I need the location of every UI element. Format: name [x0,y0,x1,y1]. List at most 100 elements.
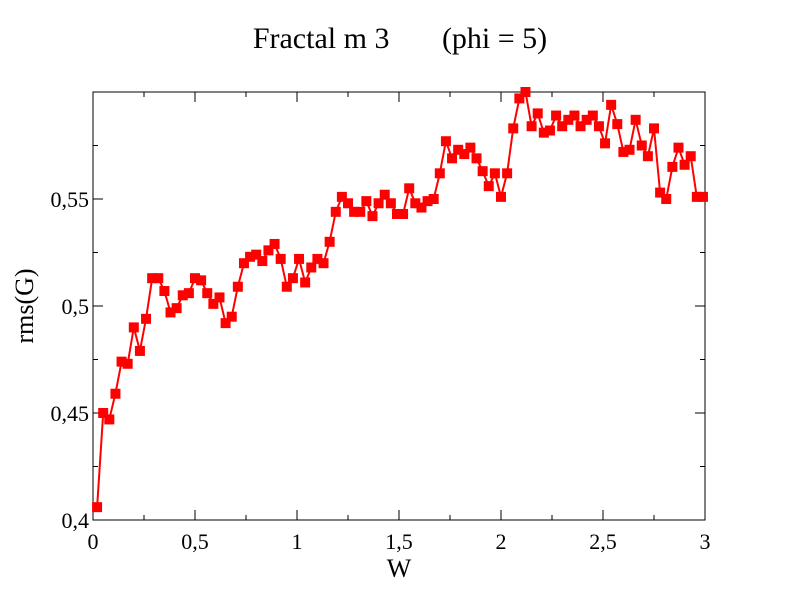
data-point [447,153,458,164]
data-point [385,198,396,209]
y-tick-label: 0,45 [51,401,90,426]
data-point [324,236,335,247]
data-point [343,198,353,209]
data-point [679,159,690,170]
data-point [428,194,439,204]
x-tick-label: 0 [88,529,99,554]
data-point [569,110,580,121]
data-point [600,138,611,149]
data-point [171,303,182,314]
data-point [190,273,200,284]
data-point [691,191,702,202]
data-point [667,161,678,172]
data-point [355,206,366,217]
data-point [606,99,617,110]
data-point [196,275,207,286]
data-point [593,121,604,132]
data-point [98,408,109,418]
data-point [422,196,433,207]
data-point [238,258,249,269]
data-point [526,121,537,132]
data-point [245,251,256,262]
data-point [502,168,513,179]
data-point [538,127,549,138]
data-point [183,288,194,299]
data-point [618,146,629,157]
axis-tick-labels: 0 0,5 1 1,5 2 2,5 3 0,4 0,45 0,5 0,55 [51,187,711,554]
data-point [624,144,635,155]
data-point [379,189,390,200]
chart-title: Fractal m 3 (phi = 5) [253,22,547,55]
data-point [685,151,696,162]
data-point [367,211,378,222]
data-point [655,187,666,198]
data-point [208,298,219,309]
data-point [312,253,323,264]
data-point [398,208,409,219]
data-point [251,249,262,260]
x-tick-label: 3 [700,529,711,554]
data-point [416,202,427,213]
data-point [336,191,347,202]
data-point [471,153,482,164]
data-point [453,144,464,155]
x-axis-label: W [387,554,412,583]
y-tick-label: 0,55 [51,187,90,212]
data-point [318,258,329,269]
data-point [410,198,421,209]
data-point [116,356,127,367]
data-point [134,345,145,356]
data-point [551,110,562,121]
data-point [697,191,708,202]
data-point [434,168,445,179]
data-point [440,136,451,147]
data-point [459,149,470,160]
data-point [177,290,188,301]
data-point [153,273,164,284]
data-point [104,414,115,425]
data-point [520,87,531,97]
y-axis-label: rms(G) [10,268,39,343]
data-point [612,119,623,130]
data-point [477,166,488,177]
series-points-group [92,87,708,513]
data-point [514,93,525,104]
data-point [202,288,213,299]
data-point [489,168,500,179]
data-point [508,123,519,134]
data-point [587,110,598,121]
data-point [649,123,659,134]
data-point [581,114,592,125]
data-point [300,277,311,288]
data-point [349,206,360,217]
data-point [673,142,684,153]
data-point [661,194,672,204]
data-point [92,502,103,513]
data-point [141,313,152,324]
x-tick-label: 0,5 [181,529,209,554]
x-tick-label: 2,5 [589,529,617,554]
data-point [557,121,568,132]
data-point [275,253,286,264]
data-point [361,196,372,207]
data-point [294,253,305,264]
data-point [630,114,641,125]
data-point [391,208,402,219]
data-point [532,108,543,119]
x-tick-label: 1 [292,529,303,554]
data-point [226,311,237,322]
y-tick-label: 0,4 [62,508,90,533]
data-point [642,151,653,162]
x-tick-label: 2 [496,529,507,554]
data-point [214,292,225,303]
data-point [287,273,298,284]
x-tick-label: 1,5 [385,529,413,554]
data-point [281,281,292,292]
data-point [404,183,415,194]
data-point [257,256,268,267]
data-point [263,245,274,256]
data-point [306,262,317,273]
data-point [232,281,243,292]
